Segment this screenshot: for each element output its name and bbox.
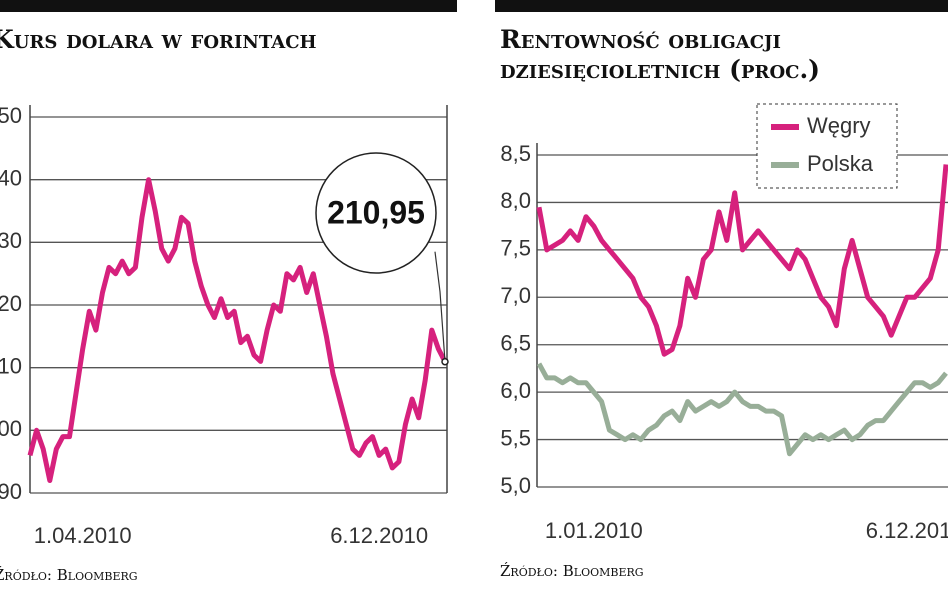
y-tick-label: 240 bbox=[0, 165, 22, 190]
x-tick-label: 1.01.2010 bbox=[545, 518, 643, 543]
y-tick-label: 6,5 bbox=[500, 331, 531, 356]
source: Źródło: Bloomberg bbox=[0, 566, 138, 584]
y-tick-label: 5,5 bbox=[500, 425, 531, 450]
chart-title: dziesięcioletnich (proc.) bbox=[500, 55, 820, 84]
y-tick-label: 190 bbox=[0, 479, 22, 504]
source: Źródło: Bloomberg bbox=[500, 562, 644, 580]
y-tick-label: 220 bbox=[0, 291, 22, 316]
x-tick-label: 6.12.2010 bbox=[330, 523, 428, 548]
y-tick-label: 8,0 bbox=[500, 188, 531, 213]
x-tick-label: 6.12.2010 bbox=[866, 518, 948, 543]
data-line bbox=[27, 177, 448, 483]
chart-title: Kurs dolara w forintach bbox=[0, 25, 317, 54]
data-line bbox=[536, 164, 948, 357]
annotation: 210,95 bbox=[327, 194, 425, 230]
header-bar bbox=[495, 0, 948, 12]
y-tick-label: 7,0 bbox=[500, 283, 531, 308]
annotation-circle bbox=[315, 152, 437, 274]
legend-box bbox=[756, 103, 898, 189]
y-tick-label: 7,5 bbox=[500, 236, 531, 261]
y-tick-label: 230 bbox=[0, 228, 22, 253]
y-tick-label: 6,0 bbox=[500, 378, 531, 403]
y-tick-label: 200 bbox=[0, 416, 22, 441]
legend-label: Polska bbox=[807, 151, 874, 176]
y-tick-label: 8,5 bbox=[500, 141, 531, 166]
header-bar bbox=[0, 0, 457, 12]
y-tick-label: 5,0 bbox=[500, 473, 531, 498]
legend-label: Węgry bbox=[807, 113, 871, 138]
chart-title: Rentowność obligacji bbox=[500, 25, 781, 54]
x-tick-label: 1.04.2010 bbox=[34, 523, 132, 548]
y-tick-label: 210 bbox=[0, 353, 22, 378]
y-tick-label: 250 bbox=[0, 103, 22, 128]
annotation-dot bbox=[441, 357, 449, 366]
annotation-leader bbox=[434, 251, 446, 362]
data-line bbox=[536, 362, 948, 457]
